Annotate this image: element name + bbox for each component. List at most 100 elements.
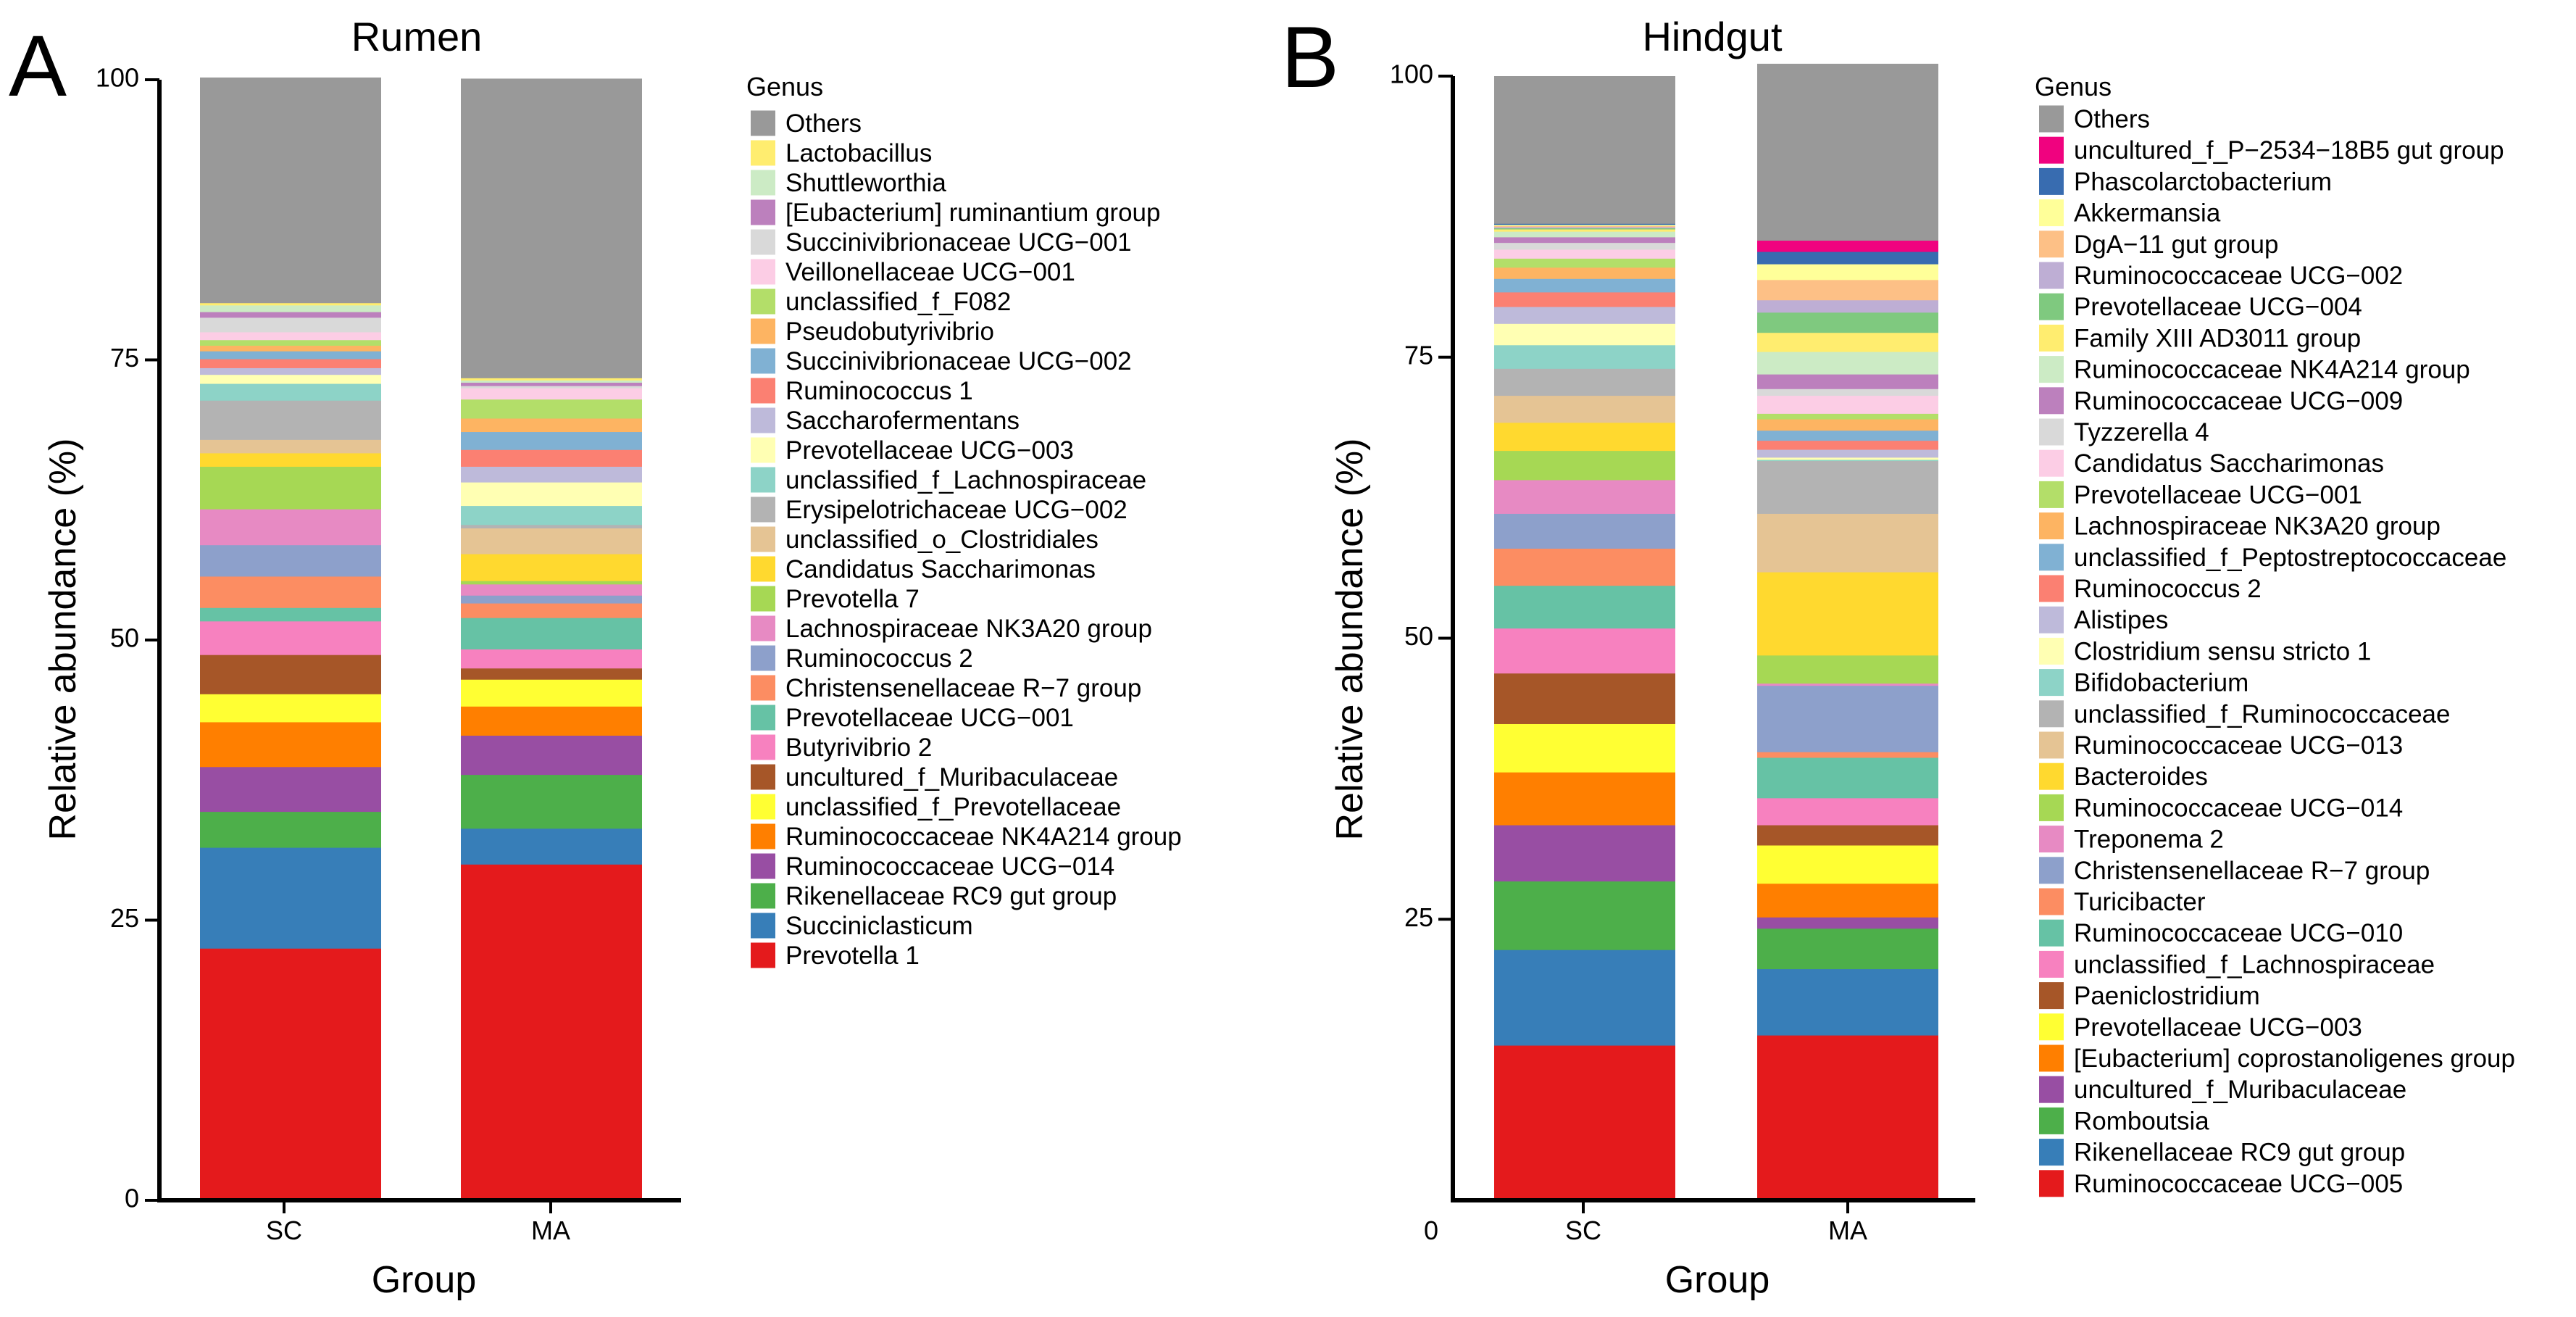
- hindgut-legend-swatch-unclassified-f-peptostreptococcaceae: [2039, 544, 2064, 571]
- rumen-bar-ma-succinivibrionaceae-ucg-002: [461, 431, 642, 450]
- hindgut-legend-label-clostridium-sensu-stricto-1: Clostridium sensu stricto 1: [2074, 637, 2371, 665]
- rumen-bar-ma-unclassified-o-clostridiales: [461, 528, 642, 554]
- hindgut-legend-swatch-phascolarctobacterium: [2039, 167, 2064, 195]
- hindgut-bar-sc-ruminococcaceae-ucg-014: [1494, 450, 1675, 481]
- rumen-y-tick-label: 50: [110, 623, 139, 653]
- rumen-bar-sc-unclassified-f-f082: [200, 339, 381, 346]
- hindgut-bar-segments: [1494, 63, 1938, 1201]
- hindgut-bar-sc-alistipes: [1494, 306, 1675, 324]
- hindgut-legend-swatch-candidatus-saccharimonas: [2039, 449, 2064, 477]
- hindgut-bar-ma-dga-11-gut-group: [1757, 279, 1938, 301]
- rumen-bar-ma-succiniclasticum: [461, 828, 642, 865]
- hindgut-bar-ma-ruminococcaceae-ucg-009: [1757, 374, 1938, 389]
- rumen-bar-sc-eubacterium-ruminantium-group: [200, 312, 381, 318]
- rumen-bar-sc-succiniclasticum: [200, 847, 381, 949]
- hindgut-bar-sc-clostridium-sensu-stricto-1: [1494, 323, 1675, 346]
- rumen-legend-label-prevotella-7: Prevotella 7: [785, 585, 920, 613]
- rumen-y-tick-label: 0: [125, 1184, 139, 1213]
- hindgut-legend-swatch-family-xiii-ad3011-group: [2039, 324, 2064, 352]
- hindgut-legend-label-others: Others: [2074, 105, 2150, 133]
- hindgut-bar-ma-uncultured-f-muribaculaceae: [1757, 917, 1938, 929]
- hindgut-legend-swatch-treponema-2: [2039, 826, 2064, 853]
- rumen-bar-ma-unclassified-f-prevotellaceae: [461, 679, 642, 707]
- hindgut-bar-ma-unclassified-f-lachnospiraceae: [1757, 797, 1938, 826]
- hindgut-legend-swatch-ruminococcaceae-ucg-005: [2039, 1170, 2064, 1197]
- hindgut-legend-label-ruminococcaceae-ucg-002: Ruminococcaceae UCG−002: [2074, 262, 2403, 290]
- hindgut-legend-label-dga-11-gut-group: DgA−11 gut group: [2074, 230, 2278, 259]
- rumen-legend-label-lactobacillus: Lactobacillus: [785, 139, 932, 167]
- rumen-bar-ma-ruminococcaceae-ucg-014: [461, 735, 642, 776]
- panel-letter-b: B: [1281, 9, 1339, 106]
- rumen-bar-sc-prevotellaceae-ucg-003: [200, 374, 381, 384]
- rumen-legend-label-unclassified-o-clostridiales: unclassified_o_Clostridiales: [785, 525, 1099, 554]
- rumen-legend-label-rikenellaceae-rc9-gut-group: Rikenellaceae RC9 gut group: [785, 882, 1117, 910]
- rumen-bar-ma-unclassified-f-f082: [461, 399, 642, 419]
- hindgut-legend-swatch-prevotellaceae-ucg-003: [2039, 1013, 2064, 1041]
- hindgut-bar-ma-ruminococcaceae-nk4a214-group: [1757, 351, 1938, 375]
- hindgut-legend-label-romboutsia: Romboutsia: [2074, 1107, 2209, 1135]
- rumen-legend-label-prevotellaceae-ucg-001: Prevotellaceae UCG−001: [785, 704, 1074, 732]
- hindgut-bar-sc-prevotellaceae-ucg-001: [1494, 258, 1675, 268]
- hindgut-bar-ma-ruminococcaceae-ucg-005: [1757, 1035, 1938, 1201]
- rumen-legend-swatch-ruminococcus-2: [751, 645, 775, 671]
- rumen-bar-ma-ruminococcus-1: [461, 449, 642, 467]
- hindgut-legend-label-alistipes: Alistipes: [2074, 606, 2168, 634]
- rumen-bar-sc-candidatus-saccharimonas: [200, 452, 381, 467]
- hindgut-legend-swatch-unclassified-f-lachnospiraceae: [2039, 950, 2064, 978]
- rumen-legend-label-succiniclasticum: Succiniclasticum: [785, 912, 973, 940]
- hindgut-bar-sc-ruminococcaceae-ucg-009: [1494, 236, 1675, 244]
- rumen-panel: A Rumen Relative abundance (%) Group 0 2…: [9, 14, 1182, 1301]
- rumen-bar-sc-shuttleworthia: [200, 304, 381, 312]
- hindgut-legend-label-bacteroides: Bacteroides: [2074, 763, 2208, 791]
- hindgut-legend-label-unclassified-f-lachnospiraceae: unclassified_f_Lachnospiraceae: [2074, 950, 2435, 979]
- hindgut-bar-sc-others: [1494, 76, 1675, 224]
- hindgut-bar-ma-phascolarctobacterium: [1757, 251, 1938, 265]
- rumen-bar-sc-christensenellaceae-r-7-group: [200, 576, 381, 608]
- hindgut-legend-label-lachnospiraceae-nk3a20-group: Lachnospiraceae NK3A20 group: [2074, 512, 2440, 541]
- hindgut-bar-ma-romboutsia: [1757, 928, 1938, 970]
- hindgut-chart-title: Hindgut: [1642, 14, 1782, 59]
- hindgut-legend-swatch-ruminococcaceae-nk4a214-group: [2039, 356, 2064, 383]
- hindgut-legend-swatch-dga-11-gut-group: [2039, 230, 2064, 258]
- rumen-x-ticks: SC MA: [266, 1200, 570, 1245]
- hindgut-bar-ma-christensenellaceae-r-7-group: [1757, 685, 1938, 752]
- hindgut-legend-label-unclassified-f-peptostreptococcaceae: unclassified_f_Peptostreptococcaceae: [2074, 544, 2506, 572]
- hindgut-bar-ma-bacteroides: [1757, 571, 1938, 656]
- hindgut-bar-sc-ruminococcaceae-ucg-002: [1494, 226, 1675, 228]
- rumen-legend-swatch-lachnospiraceae-nk3a20-group: [751, 615, 775, 641]
- rumen-legend-swatch-unclassified-f-lachnospiraceae: [751, 467, 775, 493]
- hindgut-bar-sc-bifidobacterium: [1494, 344, 1675, 369]
- rumen-bar-sc-uncultured-f-muribaculaceae: [200, 655, 381, 694]
- hindgut-legend-label-ruminococcaceae-ucg-010: Ruminococcaceae UCG−010: [2074, 919, 2403, 947]
- rumen-y-tick-label: 100: [96, 63, 139, 93]
- hindgut-bar-sc-ruminococcaceae-nk4a214-group: [1494, 231, 1675, 238]
- hindgut-legend-label-rikenellaceae-rc9-gut-group: Rikenellaceae RC9 gut group: [2074, 1139, 2405, 1167]
- hindgut-bar-ma-family-xiii-ad3011-group: [1757, 332, 1938, 352]
- hindgut-bar-ma-treponema-2: [1757, 683, 1938, 686]
- hindgut-legend-label-ruminococcaceae-nk4a214-group: Ruminococcaceae NK4A214 group: [2074, 356, 2470, 384]
- hindgut-bar-ma-prevotellaceae-ucg-003: [1757, 844, 1938, 884]
- hindgut-legend-label-family-xiii-ad3011-group: Family XIII AD3011 group: [2074, 324, 2361, 352]
- hindgut-legend-label-akkermansia: Akkermansia: [2074, 199, 2221, 228]
- rumen-legend-swatch-lactobacillus: [751, 140, 775, 166]
- rumen-bar-sc-ruminococcus-1: [200, 358, 381, 368]
- hindgut-bar-ma-bifidobacterium: [1757, 459, 1938, 462]
- rumen-x-axis-label: Group: [372, 1259, 477, 1301]
- hindgut-bar-sc-romboutsia: [1494, 881, 1675, 950]
- hindgut-bar-ma-lachnospiraceae-nk3a20-group: [1757, 419, 1938, 431]
- hindgut-legend-swatch-tyzzerella-4: [2039, 418, 2064, 446]
- rumen-bar-ma-saccharofermentans: [461, 466, 642, 483]
- hindgut-legend-swatch-ruminococcaceae-ucg-014: [2039, 794, 2064, 821]
- hindgut-legend-label-turicibacter: Turicibacter: [2074, 888, 2206, 916]
- hindgut-y-ticks: 0 25 50 75 100: [1390, 59, 1453, 1245]
- rumen-legend-label-christensenellaceae-r-7-group: Christensenellaceae R−7 group: [785, 674, 1141, 702]
- hindgut-y-tick-label: 50: [1404, 621, 1433, 651]
- hindgut-bar-ma-rikenellaceae-rc9-gut-group: [1757, 968, 1938, 1036]
- hindgut-bar-sc-dga-11-gut-group: [1494, 225, 1675, 228]
- rumen-legend-label-ruminococcaceae-ucg-014: Ruminococcaceae UCG−014: [785, 852, 1114, 881]
- hindgut-legend-swatch-alistipes: [2039, 606, 2064, 633]
- rumen-bar-ma-prevotellaceae-ucg-003: [461, 482, 642, 507]
- hindgut-legend-label-eubacterium-coprostanoligenes-group: [Eubacterium] coprostanoligenes group: [2074, 1044, 2515, 1073]
- hindgut-bar-ma-turicibacter: [1757, 752, 1938, 758]
